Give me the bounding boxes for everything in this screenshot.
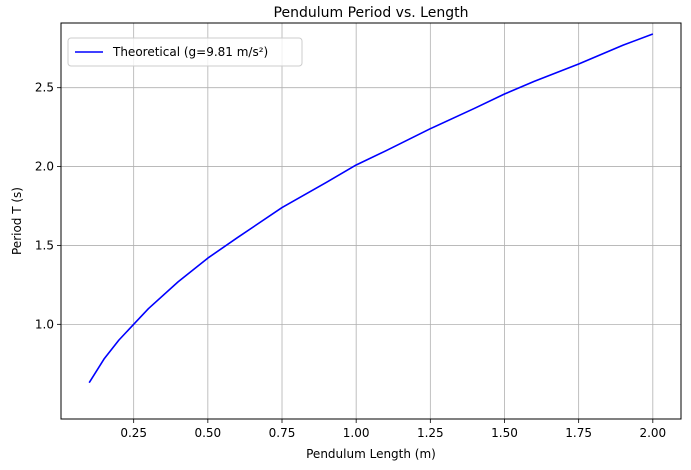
x-axis-label: Pendulum Length (m) [306,447,436,461]
y-ticks: 1.0 1.5 2.0 2.5 [35,81,61,331]
series-line-0 [88,33,654,384]
legend: Theoretical (g=9.81 m/s²) [67,37,303,67]
x-tick-label: 1.50 [491,426,518,440]
legend-box [67,37,303,67]
x-tick-label: 1.00 [343,426,370,440]
x-tick-label: 0.50 [194,426,221,440]
y-tick-label: 1.0 [35,317,54,331]
y-tick-label: 1.5 [35,238,54,252]
x-tick-label: 0.75 [269,426,296,440]
x-tick-label: 1.75 [565,426,592,440]
x-ticks: 0.25 0.50 0.75 1.00 1.25 1.50 1.75 2.00 [120,419,666,440]
y-tick-label: 2.5 [35,81,54,95]
series-layer [88,33,654,384]
chart-title: Pendulum Period vs. Length [274,5,469,21]
x-tick-label: 1.25 [417,426,444,440]
y-axis-label: Period T (s) [10,187,24,255]
legend-label: Theoretical (g=9.81 m/s²) [112,45,268,59]
grid [61,23,681,419]
plot-frame [60,22,682,420]
x-tick-label: 2.00 [639,426,666,440]
x-tick-label: 0.25 [120,426,147,440]
y-tick-label: 2.0 [35,160,54,174]
